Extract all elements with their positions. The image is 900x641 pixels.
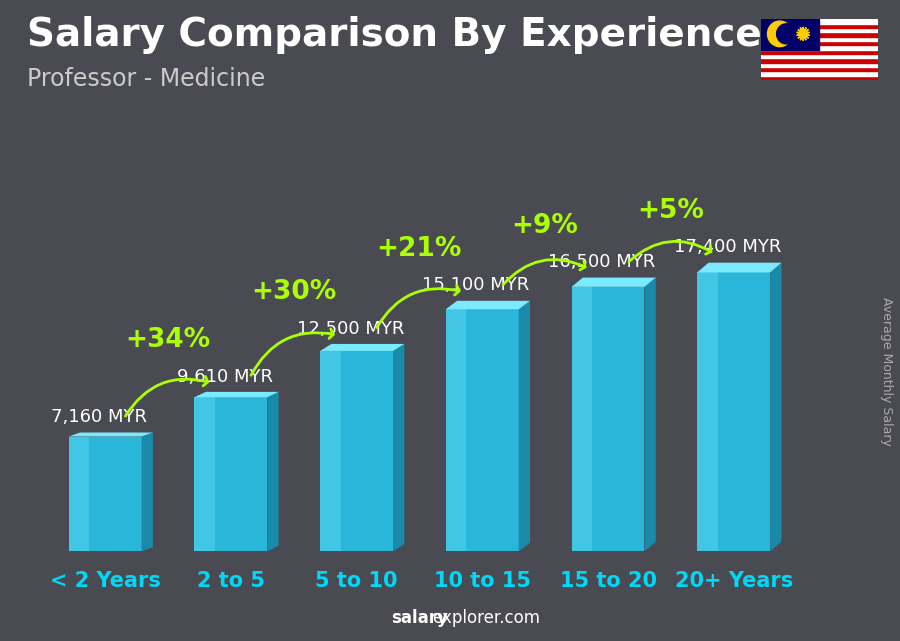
Text: Professor - Medicine: Professor - Medicine — [27, 67, 266, 91]
Polygon shape — [644, 278, 656, 551]
Polygon shape — [320, 351, 393, 551]
Polygon shape — [267, 392, 279, 551]
Text: +30%: +30% — [251, 279, 337, 305]
Bar — [760, 63, 878, 67]
Bar — [760, 58, 878, 63]
Polygon shape — [194, 397, 215, 551]
Circle shape — [777, 24, 796, 44]
Text: 15 to 20: 15 to 20 — [560, 570, 656, 590]
Bar — [760, 24, 878, 28]
Bar — [760, 37, 878, 41]
Bar — [760, 19, 878, 24]
Bar — [760, 41, 878, 46]
Polygon shape — [320, 344, 404, 351]
Polygon shape — [141, 433, 153, 551]
Bar — [760, 76, 878, 80]
Text: 20+ Years: 20+ Years — [675, 570, 793, 590]
Text: 10 to 15: 10 to 15 — [434, 570, 531, 590]
Polygon shape — [68, 433, 153, 437]
Polygon shape — [698, 272, 770, 551]
Text: 7,160 MYR: 7,160 MYR — [51, 408, 147, 426]
Polygon shape — [68, 437, 89, 551]
Bar — [760, 46, 878, 50]
Text: +5%: +5% — [637, 198, 705, 224]
Text: 17,400 MYR: 17,400 MYR — [674, 238, 781, 256]
Bar — [760, 54, 878, 58]
Text: 5 to 10: 5 to 10 — [315, 570, 398, 590]
Polygon shape — [796, 27, 810, 41]
Text: 15,100 MYR: 15,100 MYR — [422, 276, 529, 294]
Text: < 2 Years: < 2 Years — [50, 570, 160, 590]
Polygon shape — [446, 309, 466, 551]
Bar — [760, 50, 878, 54]
Polygon shape — [518, 301, 530, 551]
Bar — [760, 32, 878, 37]
Text: salary: salary — [392, 609, 448, 627]
Text: +34%: +34% — [125, 327, 211, 353]
Text: +21%: +21% — [377, 236, 462, 262]
Polygon shape — [698, 263, 781, 272]
Polygon shape — [446, 301, 530, 309]
Text: Salary Comparison By Experience: Salary Comparison By Experience — [27, 16, 761, 54]
Polygon shape — [393, 344, 404, 551]
Polygon shape — [194, 392, 279, 397]
Polygon shape — [68, 437, 141, 551]
Text: +9%: +9% — [512, 213, 579, 239]
Text: 2 to 5: 2 to 5 — [197, 570, 265, 590]
Text: 9,610 MYR: 9,610 MYR — [176, 367, 273, 385]
Bar — [760, 67, 878, 71]
Polygon shape — [572, 287, 644, 551]
Polygon shape — [698, 272, 717, 551]
Bar — [760, 71, 878, 76]
Polygon shape — [320, 351, 340, 551]
Polygon shape — [446, 309, 518, 551]
Bar — [760, 28, 878, 32]
Text: 16,500 MYR: 16,500 MYR — [548, 253, 655, 271]
Wedge shape — [768, 21, 792, 47]
Polygon shape — [572, 287, 592, 551]
Polygon shape — [572, 278, 656, 287]
Text: explorer.com: explorer.com — [432, 609, 540, 627]
Bar — [760, 19, 819, 50]
Text: Average Monthly Salary: Average Monthly Salary — [880, 297, 893, 446]
Text: 12,500 MYR: 12,500 MYR — [297, 320, 404, 338]
Polygon shape — [194, 397, 267, 551]
Polygon shape — [770, 263, 781, 551]
